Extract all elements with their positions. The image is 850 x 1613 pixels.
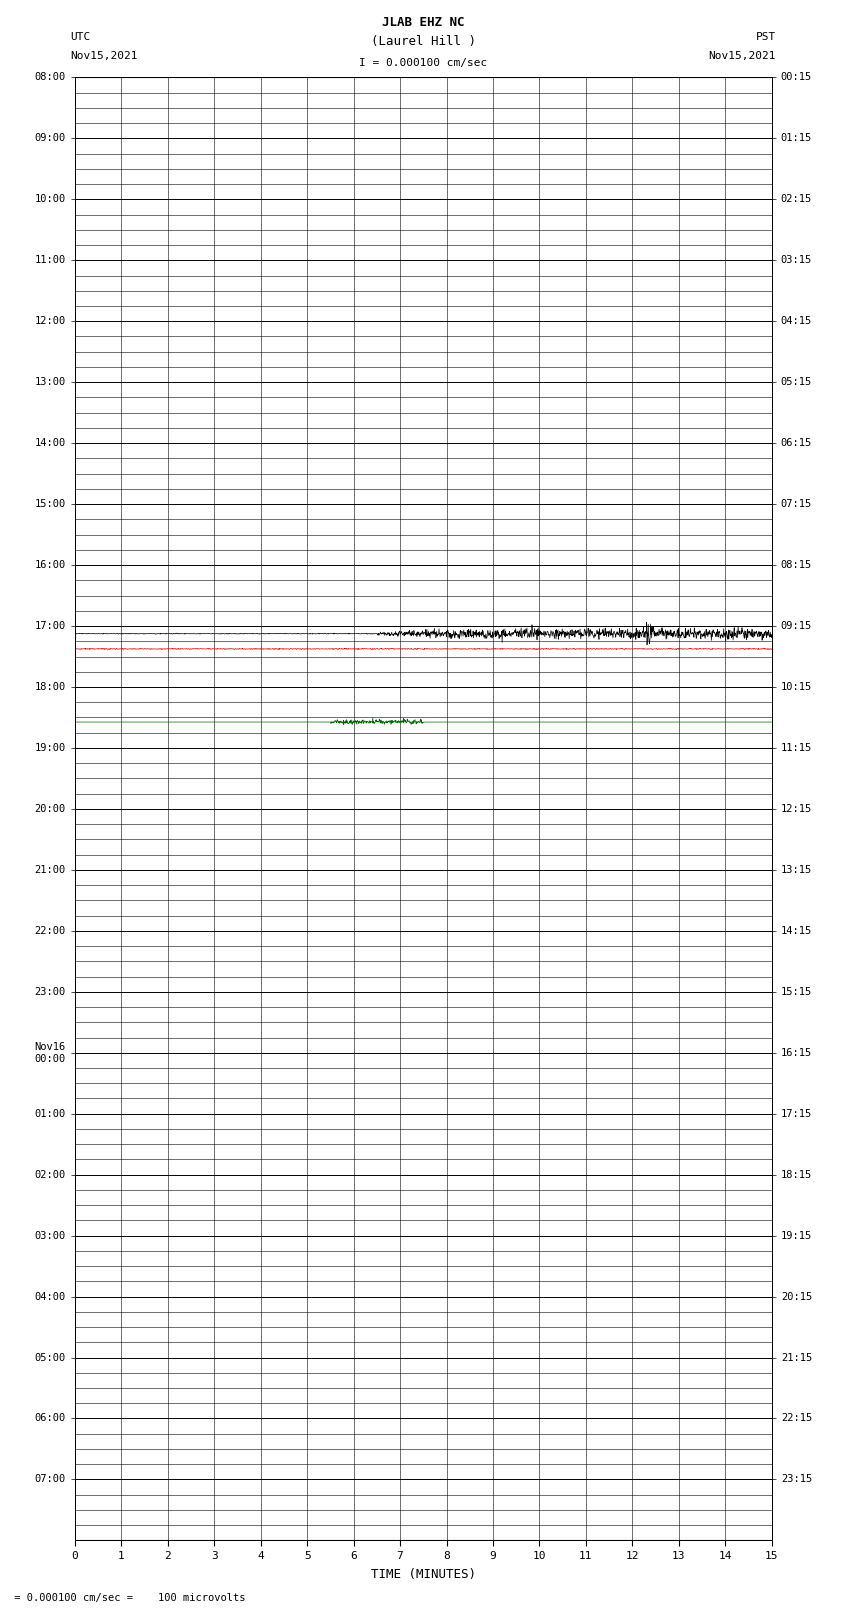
Text: JLAB EHZ NC: JLAB EHZ NC — [382, 16, 465, 29]
Text: Nov15,2021: Nov15,2021 — [71, 52, 138, 61]
Text: = 0.000100 cm/sec =    100 microvolts: = 0.000100 cm/sec = 100 microvolts — [8, 1594, 246, 1603]
Text: UTC: UTC — [71, 32, 91, 42]
Text: I = 0.000100 cm/sec: I = 0.000100 cm/sec — [360, 58, 487, 68]
Text: PST: PST — [756, 32, 776, 42]
X-axis label: TIME (MINUTES): TIME (MINUTES) — [371, 1568, 476, 1581]
Text: Nov15,2021: Nov15,2021 — [709, 52, 776, 61]
Text: (Laurel Hill ): (Laurel Hill ) — [371, 35, 476, 48]
